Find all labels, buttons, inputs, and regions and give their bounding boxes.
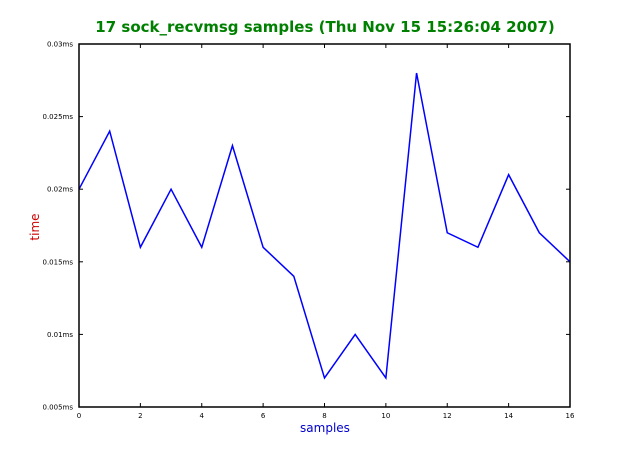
chart-title: 17 sock_recvmsg samples (Thu Nov 15 15:2…: [95, 18, 555, 36]
x-tick-label: 2: [138, 412, 142, 420]
x-tick-label: 0: [77, 412, 81, 420]
ticks-layer: 0 2 4 6 8 10 12 14 16 0.005ms 0.01ms 0.015ms 0.02ms 0…: [42, 41, 575, 421]
y-tick-label: 0.015ms: [42, 258, 73, 266]
y-tick-label: 0.005ms: [42, 404, 73, 412]
x-tick-label: 4: [200, 412, 205, 420]
y-tick-label: 0.01ms: [47, 331, 73, 339]
y-tick-label: 0.03ms: [47, 41, 73, 49]
y-tick-label: 0.025ms: [42, 113, 73, 121]
x-tick-label: 14: [504, 412, 513, 420]
series-layer: [78, 72, 571, 381]
y-tick-label: 0.02ms: [47, 186, 73, 194]
series-line: [78, 72, 571, 381]
x-tick-label: 8: [322, 412, 326, 420]
x-tick-label: 10: [381, 412, 390, 420]
x-axis-label: samples: [300, 421, 350, 435]
axes-frame: [78, 43, 571, 408]
x-tick-label: 6: [261, 412, 266, 420]
x-tick-label: 16: [566, 412, 575, 420]
x-tick-label: 12: [443, 412, 452, 420]
